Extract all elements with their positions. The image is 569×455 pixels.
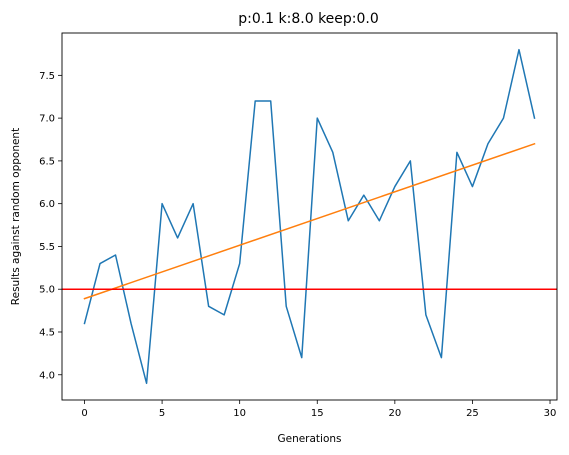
y-tick-label: 5.5 — [39, 242, 55, 253]
chart-title: p:0.1 k:8.0 keep:0.0 — [238, 11, 379, 27]
x-tick-label: 5 — [159, 408, 165, 419]
x-tick-label: 15 — [311, 408, 324, 419]
y-tick-label: 7.5 — [39, 71, 55, 82]
x-tick-label: 25 — [466, 408, 479, 419]
x-tick-label: 20 — [388, 408, 401, 419]
y-tick-label: 5.0 — [39, 285, 55, 296]
x-tick-label: 10 — [233, 408, 246, 419]
series-layer — [62, 48, 557, 385]
y-tick-label: 6.5 — [39, 156, 55, 167]
plot-frame — [61, 32, 558, 401]
ticks-layer: 0 5 10 15 20 25 30 4.0 4.5 5.0 5.5 6.0 6.5 7.0 7.5 — [39, 71, 556, 419]
x-axis-title: Generations — [277, 433, 341, 445]
series-line-2 — [83, 142, 536, 300]
y-tick-label: 7.0 — [39, 114, 55, 125]
y-tick-label: 4.0 — [39, 370, 55, 381]
y-tick-label: 4.5 — [39, 327, 55, 338]
series-line-1 — [83, 48, 536, 385]
x-tick-label: 30 — [544, 408, 557, 419]
y-tick-label: 6.0 — [39, 199, 55, 210]
y-axis-title: Results against random opponent — [10, 128, 22, 305]
x-tick-label: 0 — [81, 408, 87, 419]
